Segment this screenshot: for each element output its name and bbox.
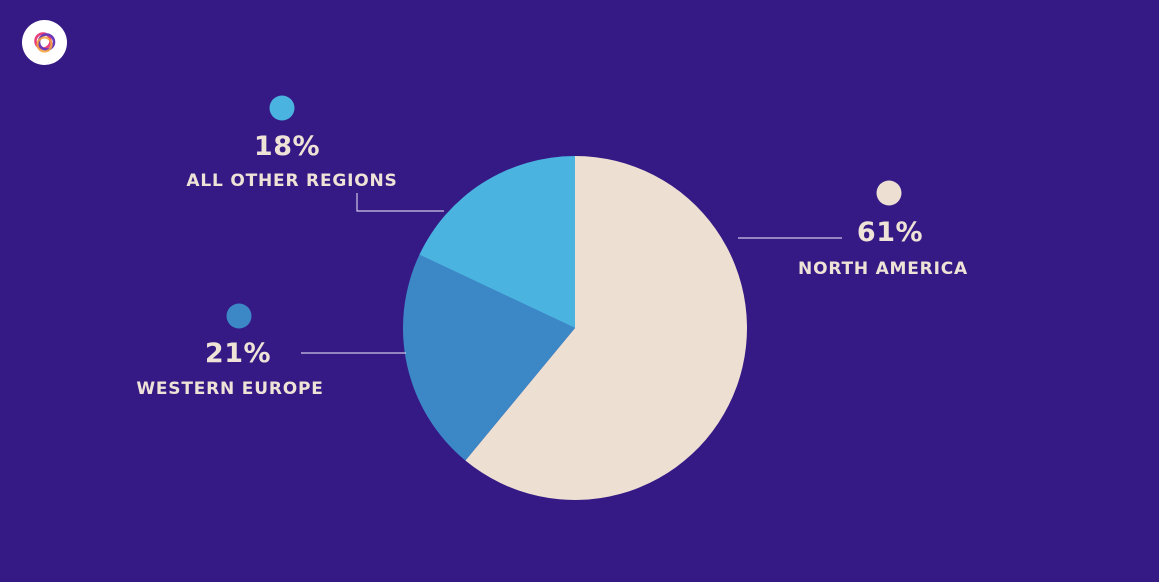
pie-slice-all-other-regions	[419, 156, 575, 328]
brand-logo-icon	[22, 20, 67, 65]
leader-lines	[301, 193, 842, 354]
label-north-america: NORTH AMERICA	[798, 259, 968, 279]
percent-all-other-regions: 18%	[254, 131, 320, 162]
pie-slices	[403, 156, 747, 500]
leader-line-all-other-regions	[356, 193, 444, 212]
legend-dot-north-america	[876, 180, 902, 206]
legend-all-other-regions: 18% ALL OTHER REGIONS	[186, 95, 397, 191]
label-western-europe: WESTERN EUROPE	[136, 379, 323, 399]
pie-slice-western-europe	[403, 254, 575, 461]
legend-western-europe: 21% WESTERN EUROPE	[136, 303, 323, 399]
percent-north-america: 61%	[857, 217, 923, 248]
label-all-other-regions: ALL OTHER REGIONS	[186, 171, 397, 191]
pie-slice-north-america	[465, 156, 747, 500]
legend-north-america: 61% NORTH AMERICA	[798, 180, 968, 279]
legend-dot-all-other-regions	[269, 95, 295, 121]
legend-dot-western-europe	[226, 303, 252, 329]
percent-western-europe: 21%	[205, 338, 271, 369]
